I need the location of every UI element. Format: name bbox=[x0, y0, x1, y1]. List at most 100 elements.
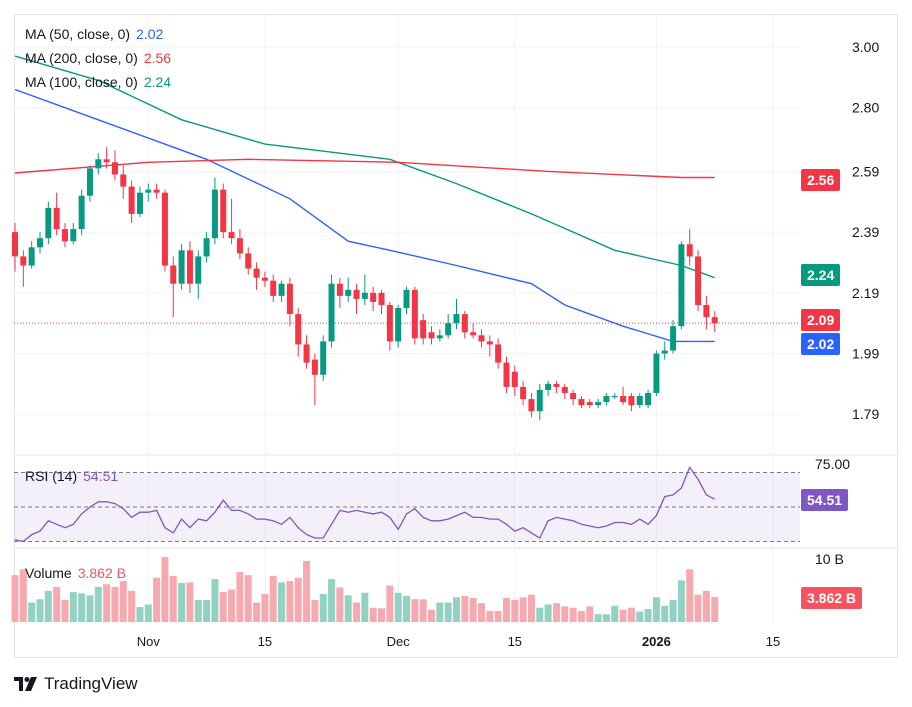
legend-rsi[interactable]: RSI (14) 54.51 bbox=[25, 468, 118, 484]
candle-body bbox=[303, 344, 310, 363]
volume-bar bbox=[153, 577, 161, 622]
tradingview-logo[interactable]: TradingView bbox=[14, 674, 138, 694]
legend-ma50-value: 2.02 bbox=[136, 26, 164, 42]
candle-body bbox=[153, 189, 160, 193]
candle-body bbox=[536, 389, 543, 412]
candle-body bbox=[503, 362, 510, 387]
volume-bar bbox=[469, 597, 477, 622]
candle-body bbox=[12, 232, 18, 257]
chart-frame bbox=[14, 14, 898, 658]
legend-ma100[interactable]: MA (100, close, 0) 2.24 bbox=[25, 74, 171, 90]
volume-bar bbox=[211, 579, 219, 622]
candle-body bbox=[436, 335, 443, 339]
volume-bar bbox=[128, 590, 136, 622]
candle-body bbox=[478, 335, 485, 342]
volume-bar bbox=[419, 599, 427, 622]
volume-bar bbox=[111, 586, 119, 622]
candle-body bbox=[411, 289, 418, 339]
volume-bar bbox=[636, 611, 644, 622]
candle-body bbox=[703, 304, 710, 318]
candle-body bbox=[361, 292, 368, 299]
candle-body bbox=[236, 238, 243, 254]
volume-bar bbox=[194, 599, 202, 622]
volume-bar bbox=[253, 602, 261, 622]
candle-body bbox=[336, 283, 343, 296]
candle-body bbox=[86, 168, 93, 196]
candle-body bbox=[95, 159, 102, 169]
candle-body bbox=[453, 314, 460, 324]
candle-body bbox=[486, 341, 493, 345]
candle-body bbox=[161, 192, 168, 266]
volume-bar bbox=[286, 581, 294, 622]
volume-bar bbox=[103, 584, 111, 622]
volume-bar bbox=[411, 599, 419, 622]
volume-bar bbox=[444, 602, 452, 622]
volume-bar bbox=[494, 610, 502, 622]
candle-body bbox=[203, 238, 210, 257]
candle-body bbox=[420, 320, 427, 339]
volume-bar bbox=[686, 569, 694, 622]
volume-bar bbox=[269, 575, 277, 622]
candle-body bbox=[628, 396, 635, 406]
legend-ma200[interactable]: MA (200, close, 0) 2.56 bbox=[25, 50, 171, 66]
volume-bar bbox=[702, 590, 710, 622]
candle-body bbox=[553, 383, 560, 387]
legend-volume[interactable]: Volume 3.862 B bbox=[25, 565, 126, 581]
candle-body bbox=[245, 253, 252, 269]
volume-bar bbox=[502, 597, 510, 622]
volume-bar bbox=[386, 585, 394, 622]
price-axis-label: 2.19 bbox=[852, 285, 879, 301]
volume-bar bbox=[627, 607, 635, 622]
volume-bar bbox=[452, 597, 460, 622]
legend-ma50[interactable]: MA (50, close, 0) 2.02 bbox=[25, 26, 163, 42]
time-axis-label: 15 bbox=[766, 634, 780, 649]
volume-bar bbox=[661, 605, 669, 622]
candle-body bbox=[195, 256, 202, 284]
candle-body bbox=[120, 174, 127, 187]
volume-bar bbox=[477, 603, 485, 622]
volume-bar bbox=[78, 593, 86, 622]
volume-bar bbox=[527, 594, 535, 622]
candle-body bbox=[186, 250, 193, 284]
legend-volume-value: 3.862 B bbox=[77, 565, 126, 581]
moving-average-line bbox=[14, 158, 715, 179]
candle-body bbox=[520, 386, 527, 400]
volume-bar bbox=[144, 604, 152, 622]
candle-body bbox=[695, 256, 702, 305]
candle-body bbox=[228, 232, 235, 239]
candle-body bbox=[128, 186, 135, 214]
volume-bar bbox=[69, 592, 77, 622]
volume-bar bbox=[161, 557, 169, 622]
volume-bar bbox=[344, 595, 352, 622]
volume-bar bbox=[186, 582, 194, 622]
candle-body bbox=[586, 402, 593, 406]
candle-body bbox=[53, 207, 60, 230]
volume-axis-label: 10 B bbox=[815, 551, 844, 567]
candle-body bbox=[220, 189, 227, 233]
volume-bar bbox=[536, 607, 544, 622]
candle-body bbox=[370, 292, 377, 302]
price-axis-label: 3.00 bbox=[852, 39, 879, 55]
candle-body bbox=[320, 341, 327, 375]
candle-body bbox=[528, 399, 535, 412]
volume-bar bbox=[61, 599, 69, 622]
candle-body bbox=[395, 308, 402, 342]
legend-ma50-label: MA (50, close, 0) bbox=[25, 26, 131, 42]
price-axis-label: 2.39 bbox=[852, 224, 879, 240]
volume-bar bbox=[53, 586, 61, 622]
candle-body bbox=[570, 392, 577, 400]
volume-bar bbox=[228, 589, 236, 622]
candle-body bbox=[653, 353, 660, 393]
volume-bar bbox=[619, 609, 627, 622]
volume-bar bbox=[361, 592, 369, 622]
candle-body bbox=[328, 283, 335, 342]
volume-bar bbox=[602, 614, 610, 622]
volume-bar bbox=[178, 583, 186, 622]
candle-body bbox=[595, 402, 602, 406]
volume-bar bbox=[328, 579, 336, 622]
candle-body bbox=[70, 229, 77, 242]
candle-body bbox=[403, 289, 410, 309]
time-axis-label: Nov bbox=[137, 634, 161, 649]
candle-body bbox=[686, 244, 693, 257]
